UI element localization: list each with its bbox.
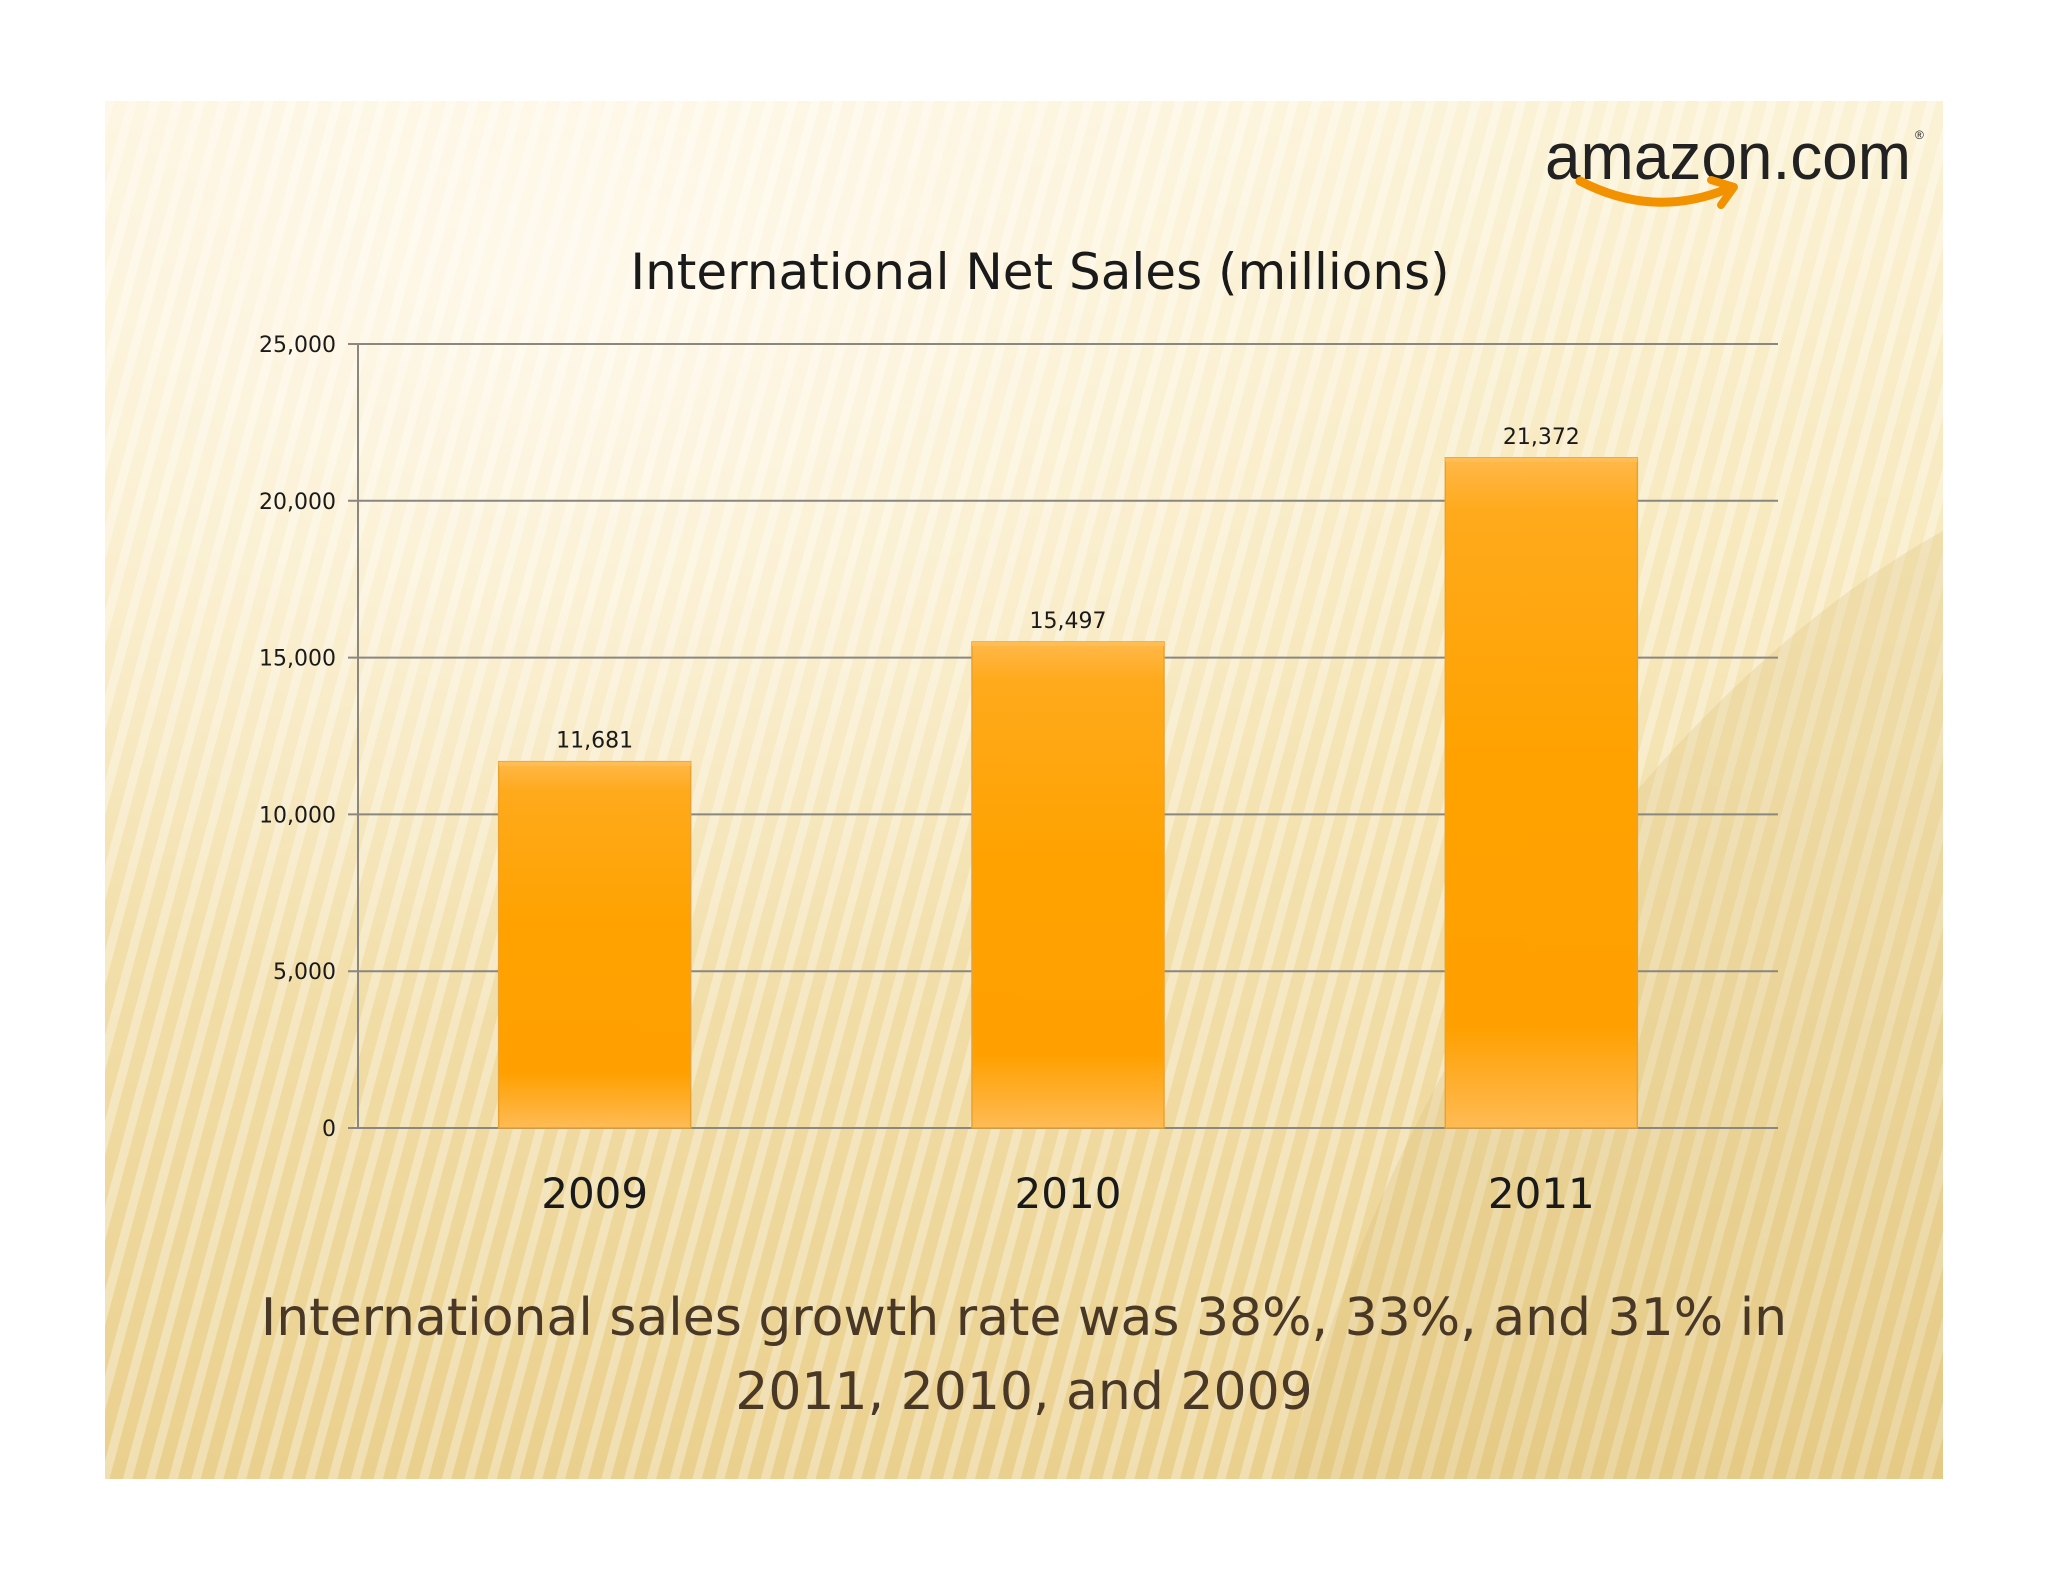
bars <box>497 457 1639 1129</box>
bar <box>1444 457 1639 1129</box>
logo-text: amazon.com <box>1545 119 1911 193</box>
amazon-logo: amazon.com ® <box>1545 119 1924 209</box>
y-tick-label: 25,000 <box>259 333 336 358</box>
caption-line-1: International sales growth rate was 38%,… <box>260 1288 1788 1348</box>
bar-chart: International Net Sales (millions) 0 5,00… <box>259 243 1778 1218</box>
x-tick-label: 2010 <box>1015 1169 1122 1218</box>
bar <box>497 760 692 1129</box>
y-tick-label: 20,000 <box>259 490 336 515</box>
bar-top-highlight <box>498 761 691 766</box>
bar-top-highlight <box>1445 457 1638 462</box>
caption-line-2: 2011, 2010, and 2009 <box>735 1362 1313 1422</box>
y-tick-label: 15,000 <box>259 647 336 672</box>
logo-registered-mark: ® <box>1915 128 1924 142</box>
data-label: 15,497 <box>1030 609 1107 634</box>
x-axis-tick-labels: 2009 2010 2011 <box>541 1169 1595 1218</box>
smile-arrow-icon <box>1575 176 1732 207</box>
x-tick-label: 2011 <box>1488 1169 1595 1218</box>
bar <box>971 641 1165 1129</box>
slide: amazon.com ® International Net Sales (mi… <box>105 101 1943 1479</box>
y-tick-label: 10,000 <box>259 803 336 828</box>
y-axis-tick-labels: 0 5,000 10,000 15,000 20,000 25,000 <box>259 333 336 1142</box>
data-label: 21,372 <box>1503 425 1580 450</box>
y-tick-label: 5,000 <box>273 960 336 985</box>
x-tick-label: 2009 <box>541 1169 648 1218</box>
bar-top-highlight <box>972 642 1164 647</box>
y-tick-label: 0 <box>322 1117 336 1142</box>
data-labels: 11,681 15,497 21,372 <box>556 425 1580 754</box>
caption: International sales growth rate was 38%,… <box>105 1281 1943 1429</box>
smile-arrowhead-icon <box>1707 176 1738 209</box>
chart-title: International Net Sales (millions) <box>630 243 1449 301</box>
data-label: 11,681 <box>556 729 633 754</box>
